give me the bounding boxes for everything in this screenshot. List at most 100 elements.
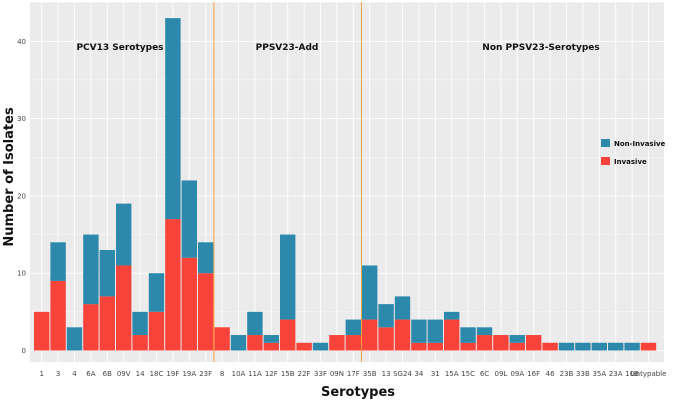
x-axis-title: Serotypes (321, 385, 395, 400)
bar-non-invasive (165, 18, 181, 220)
bar-invasive (132, 335, 148, 351)
bar-invasive (493, 335, 509, 351)
x-tick-label: 19F (166, 370, 179, 378)
x-tick-label: 35B (363, 370, 377, 378)
y-tick-label: 30 (17, 115, 26, 123)
legend: Non-Invasive Invasive (601, 139, 666, 166)
bar-non-invasive (247, 311, 263, 336)
bar-non-invasive (624, 342, 640, 351)
bar-non-invasive (460, 327, 476, 343)
x-tick-label: 09A (510, 370, 524, 378)
bar-non-invasive (99, 250, 115, 297)
x-tick-label: 1 (39, 370, 43, 378)
bar-non-invasive (509, 335, 525, 343)
legend-label-invasive: Invasive (614, 158, 647, 166)
x-tick-label: 31 (431, 370, 440, 378)
bar-non-invasive (230, 335, 247, 351)
bar-non-invasive (575, 342, 591, 351)
bar-invasive (116, 265, 132, 351)
bar-non-invasive (362, 265, 378, 320)
x-tick-label: 15B (281, 370, 295, 378)
bar-invasive (640, 342, 657, 351)
bar-invasive (362, 319, 378, 351)
x-tick-label: Untypable (631, 370, 667, 378)
x-tick-label: 10B (625, 370, 639, 378)
x-tick-label: 15C (461, 370, 475, 378)
bar-invasive (148, 311, 165, 351)
x-tick-label: 22F (298, 370, 311, 378)
bar-non-invasive (558, 342, 575, 351)
legend-swatch-non-invasive (601, 139, 610, 147)
bar-non-invasive (378, 304, 394, 328)
x-tick-label: 12F (265, 370, 278, 378)
bar-non-invasive (608, 342, 624, 351)
legend-label-non-invasive: Non-Invasive (614, 140, 666, 148)
x-tick-label: 3 (56, 370, 60, 378)
x-tick-label: 11A (248, 370, 262, 378)
x-tick-label: 33B (576, 370, 590, 378)
x-tick-label: 15A (445, 370, 459, 378)
bar-invasive (296, 342, 312, 351)
bar-invasive (263, 342, 279, 351)
plot-background (30, 2, 664, 362)
x-tick-label: 23F (199, 370, 212, 378)
x-tick-label: 33F (314, 370, 327, 378)
bar-invasive (526, 335, 542, 351)
x-tick-label: 16F (527, 370, 540, 378)
x-axis-ticks: 1 3 4 6A 6B 09V 14 18C 19F 19A 23F 8 10A 11A 12F 15B 22F… (39, 370, 666, 378)
group-label-non-ppsv23: Non PPSV23-Serotypes (482, 43, 599, 53)
bar-invasive (460, 342, 476, 351)
bar-non-invasive (66, 327, 83, 351)
bar-invasive (394, 319, 411, 351)
x-tick-label: 34 (414, 370, 423, 378)
bar-non-invasive (345, 319, 361, 336)
group-label-pcv13: PCV13 Serotypes (76, 43, 163, 53)
y-axis-ticks: 0 10 20 30 40 (17, 38, 26, 355)
y-tick-label: 40 (17, 38, 26, 46)
bar-invasive (444, 319, 460, 351)
bar-invasive (214, 327, 230, 351)
x-tick-label: 09V (117, 370, 131, 378)
bar-invasive (50, 280, 66, 351)
x-tick-label: 17F (347, 370, 360, 378)
bar-invasive (34, 311, 50, 351)
x-tick-label: SG24 (393, 370, 412, 378)
bar-invasive (329, 335, 345, 351)
bar-invasive (181, 257, 197, 351)
x-tick-label: 13 (382, 370, 391, 378)
bar-invasive (542, 342, 558, 351)
x-tick-label: 23A (609, 370, 623, 378)
bar-non-invasive (411, 319, 427, 343)
x-tick-label: 19A (182, 370, 196, 378)
bar-invasive (165, 219, 181, 351)
bar-non-invasive (444, 311, 460, 320)
y-tick-label: 0 (22, 347, 26, 355)
x-tick-label: 09N (330, 370, 344, 378)
x-tick-label: 6B (103, 370, 112, 378)
group-dividers (213, 2, 362, 362)
bar-non-invasive (198, 242, 214, 274)
bar-non-invasive (132, 311, 148, 336)
bar-invasive (378, 327, 394, 351)
x-tick-label: 6C (480, 370, 489, 378)
bar-invasive (411, 342, 427, 351)
x-tick-label: 18C (150, 370, 164, 378)
legend-swatch-invasive (601, 157, 610, 165)
bars (34, 18, 657, 351)
x-tick-label: 8 (220, 370, 224, 378)
group-label-ppsv23-add: PPSV23-Add (256, 43, 319, 53)
bar-invasive (247, 335, 263, 351)
x-tick-label: 6A (86, 370, 95, 378)
bar-non-invasive (312, 342, 329, 351)
bar-non-invasive (280, 234, 296, 320)
bar-non-invasive (476, 327, 493, 336)
x-tick-label: 46 (546, 370, 555, 378)
x-tick-label: 09L (494, 370, 507, 378)
x-tick-label: 35A (592, 370, 606, 378)
y-tick-label: 10 (17, 270, 26, 278)
bar-non-invasive (427, 319, 443, 343)
bar-invasive (83, 304, 99, 351)
bar-invasive (345, 335, 361, 351)
bar-non-invasive (148, 273, 165, 312)
y-tick-label: 20 (17, 192, 26, 200)
